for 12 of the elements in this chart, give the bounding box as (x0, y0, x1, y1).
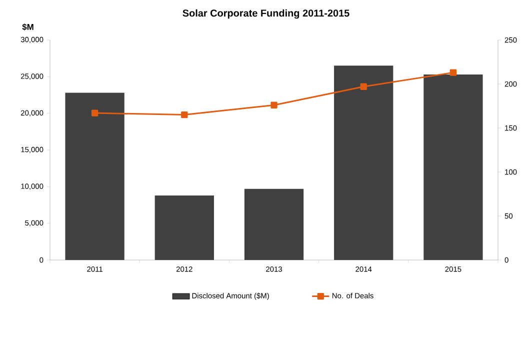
bar (334, 66, 394, 260)
point (450, 69, 457, 76)
bar (154, 195, 214, 260)
bar (424, 74, 483, 260)
point (181, 111, 188, 118)
y-axis-title: $M (22, 24, 34, 30)
point (270, 102, 278, 108)
point (360, 83, 367, 90)
bar (65, 92, 124, 260)
bar (244, 188, 304, 260)
point (91, 110, 98, 116)
chart-title: Solar Corporate Funding 2011-2015 (182, 9, 350, 19)
